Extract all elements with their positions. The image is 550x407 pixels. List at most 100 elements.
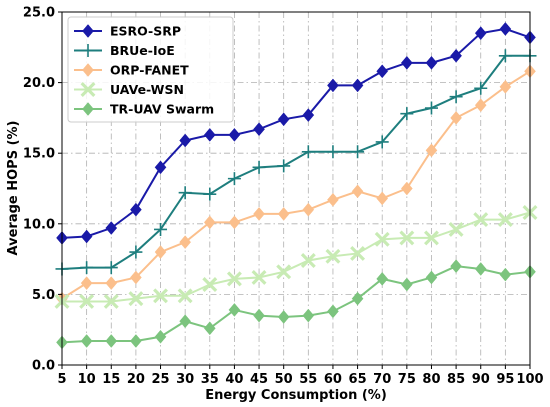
- data-point: [327, 304, 339, 319]
- data-point: [302, 308, 315, 323]
- series-uave-wsn: [54, 205, 538, 309]
- data-point: [251, 269, 267, 285]
- data-point: [425, 143, 438, 158]
- y-tick-label: 0.0: [32, 359, 55, 374]
- series-brue-ioe: [55, 49, 537, 276]
- data-point: [301, 145, 315, 159]
- legend-entry: TR-UAV Swarm: [74, 102, 214, 117]
- y-tick-label: 20.0: [23, 76, 55, 91]
- legend-label: BRUe-IoE: [110, 43, 175, 58]
- data-point: [400, 107, 414, 121]
- x-tick-label: 85: [447, 372, 465, 387]
- data-point: [374, 231, 390, 247]
- legend-marker: [82, 24, 94, 38]
- x-tick-label: 25: [151, 372, 169, 387]
- data-point: [499, 22, 512, 36]
- data-point: [425, 55, 438, 70]
- data-point: [79, 293, 95, 309]
- data-point: [448, 221, 464, 237]
- data-point: [253, 207, 265, 221]
- data-point: [424, 101, 438, 115]
- data-point: [376, 64, 389, 79]
- legend-label: ESRO-SRP: [110, 24, 181, 39]
- data-point: [227, 172, 241, 186]
- data-point: [105, 221, 118, 235]
- data-point: [300, 253, 316, 268]
- data-point: [376, 191, 389, 206]
- x-tick-label: 80: [422, 372, 440, 387]
- data-point: [154, 160, 167, 175]
- data-point: [326, 145, 340, 159]
- data-point: [130, 270, 142, 285]
- y-tick-label: 25.0: [23, 6, 55, 21]
- y-tick-label: 5.0: [32, 288, 55, 303]
- data-point: [154, 222, 168, 236]
- data-point: [80, 334, 93, 348]
- data-point: [325, 248, 341, 264]
- data-point: [400, 277, 413, 292]
- data-point: [228, 303, 241, 317]
- data-point: [399, 230, 415, 246]
- data-point: [376, 271, 389, 286]
- data-point: [128, 291, 144, 307]
- data-point: [424, 230, 439, 246]
- series-layer: [54, 22, 538, 350]
- x-tick-label: 40: [225, 372, 243, 387]
- data-point: [450, 111, 462, 125]
- data-point: [350, 245, 366, 261]
- data-point: [103, 293, 119, 309]
- data-point: [327, 78, 339, 93]
- data-point: [105, 276, 118, 290]
- series-line: [61, 54, 530, 270]
- data-point: [450, 48, 462, 63]
- data-point: [177, 288, 193, 304]
- data-point: [499, 79, 512, 94]
- data-point: [499, 267, 512, 282]
- data-point: [253, 122, 265, 137]
- x-tick-label: 50: [275, 372, 293, 387]
- y-tick-label: 10.0: [23, 217, 55, 232]
- data-point: [202, 277, 218, 292]
- legend-box: [67, 16, 234, 123]
- y-axis-ticks: 0.0 5.0 10.0 15.0 20.0 25.0: [23, 6, 62, 374]
- data-point: [276, 264, 292, 280]
- data-point: [400, 55, 413, 70]
- series-esro-srp: [56, 22, 536, 245]
- data-point: [400, 181, 413, 196]
- data-point: [178, 186, 192, 200]
- x-axis-ticks: 5 10 15 20 25 30 35 40 45 50 55 60 65 70 75 80 85 90 95 100: [57, 365, 544, 387]
- x-tick-label: 10: [78, 372, 96, 387]
- data-point: [474, 26, 487, 41]
- data-point: [203, 187, 217, 201]
- data-point: [105, 334, 118, 348]
- legend-entry: UAVe-WSN: [74, 82, 184, 97]
- data-point: [474, 262, 487, 276]
- x-tick-label: 60: [324, 372, 342, 387]
- data-point: [277, 310, 290, 324]
- data-point: [179, 133, 192, 148]
- data-point: [203, 215, 216, 230]
- data-point: [179, 235, 192, 250]
- legend-entry: ORP-FANET: [74, 63, 189, 78]
- y-axis-title: Average HOPS (%): [6, 121, 21, 256]
- legend-label: ORP-FANET: [110, 63, 189, 78]
- data-point: [153, 288, 168, 304]
- data-point: [154, 329, 167, 344]
- x-tick-label: 35: [201, 372, 219, 387]
- x-tick-label: 55: [299, 372, 317, 387]
- data-point: [252, 160, 266, 174]
- x-tick-label: 100: [516, 372, 543, 387]
- legend-marker: [80, 82, 96, 97]
- data-point: [450, 259, 462, 274]
- legend-entry: BRUe-IoE: [74, 43, 175, 58]
- data-point: [302, 108, 315, 122]
- x-tick-label: 65: [349, 372, 367, 387]
- series-line: [62, 211, 531, 303]
- x-tick-label: 45: [250, 372, 268, 387]
- data-point: [375, 135, 389, 149]
- x-tick-label: 70: [373, 372, 391, 387]
- y-tick-label: 15.0: [23, 147, 55, 162]
- data-point: [351, 78, 364, 93]
- data-point: [351, 291, 364, 306]
- data-point: [80, 276, 93, 290]
